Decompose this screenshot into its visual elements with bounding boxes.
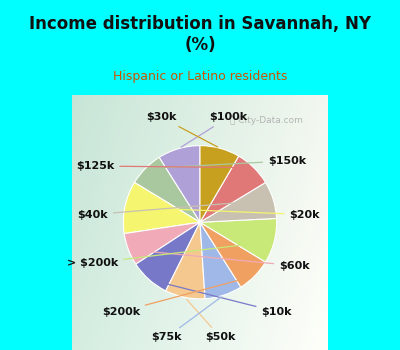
Wedge shape bbox=[159, 146, 200, 222]
Text: $40k: $40k bbox=[77, 200, 270, 219]
Text: $150k: $150k bbox=[148, 156, 306, 168]
Text: $60k: $60k bbox=[131, 250, 310, 271]
Text: $10k: $10k bbox=[152, 280, 292, 317]
Text: > $200k: > $200k bbox=[67, 241, 272, 268]
Text: $125k: $125k bbox=[76, 161, 251, 171]
Text: $20k: $20k bbox=[128, 207, 320, 219]
Wedge shape bbox=[200, 218, 277, 262]
Wedge shape bbox=[200, 156, 266, 222]
Text: $50k: $50k bbox=[187, 300, 236, 342]
Wedge shape bbox=[134, 158, 200, 222]
Text: ⓘ City-Data.com: ⓘ City-Data.com bbox=[230, 116, 303, 125]
Wedge shape bbox=[200, 182, 276, 222]
Wedge shape bbox=[124, 222, 200, 264]
Wedge shape bbox=[123, 182, 200, 233]
Text: Hispanic or Latino residents: Hispanic or Latino residents bbox=[113, 70, 287, 83]
Text: $75k: $75k bbox=[152, 297, 222, 342]
Text: Income distribution in Savannah, NY
(%): Income distribution in Savannah, NY (%) bbox=[29, 15, 371, 54]
Wedge shape bbox=[200, 146, 239, 222]
Text: $100k: $100k bbox=[181, 112, 247, 147]
Wedge shape bbox=[166, 222, 205, 299]
Text: $30k: $30k bbox=[146, 112, 218, 147]
Wedge shape bbox=[200, 222, 266, 287]
Text: $200k: $200k bbox=[102, 277, 252, 317]
Wedge shape bbox=[136, 222, 200, 291]
Wedge shape bbox=[200, 222, 241, 299]
